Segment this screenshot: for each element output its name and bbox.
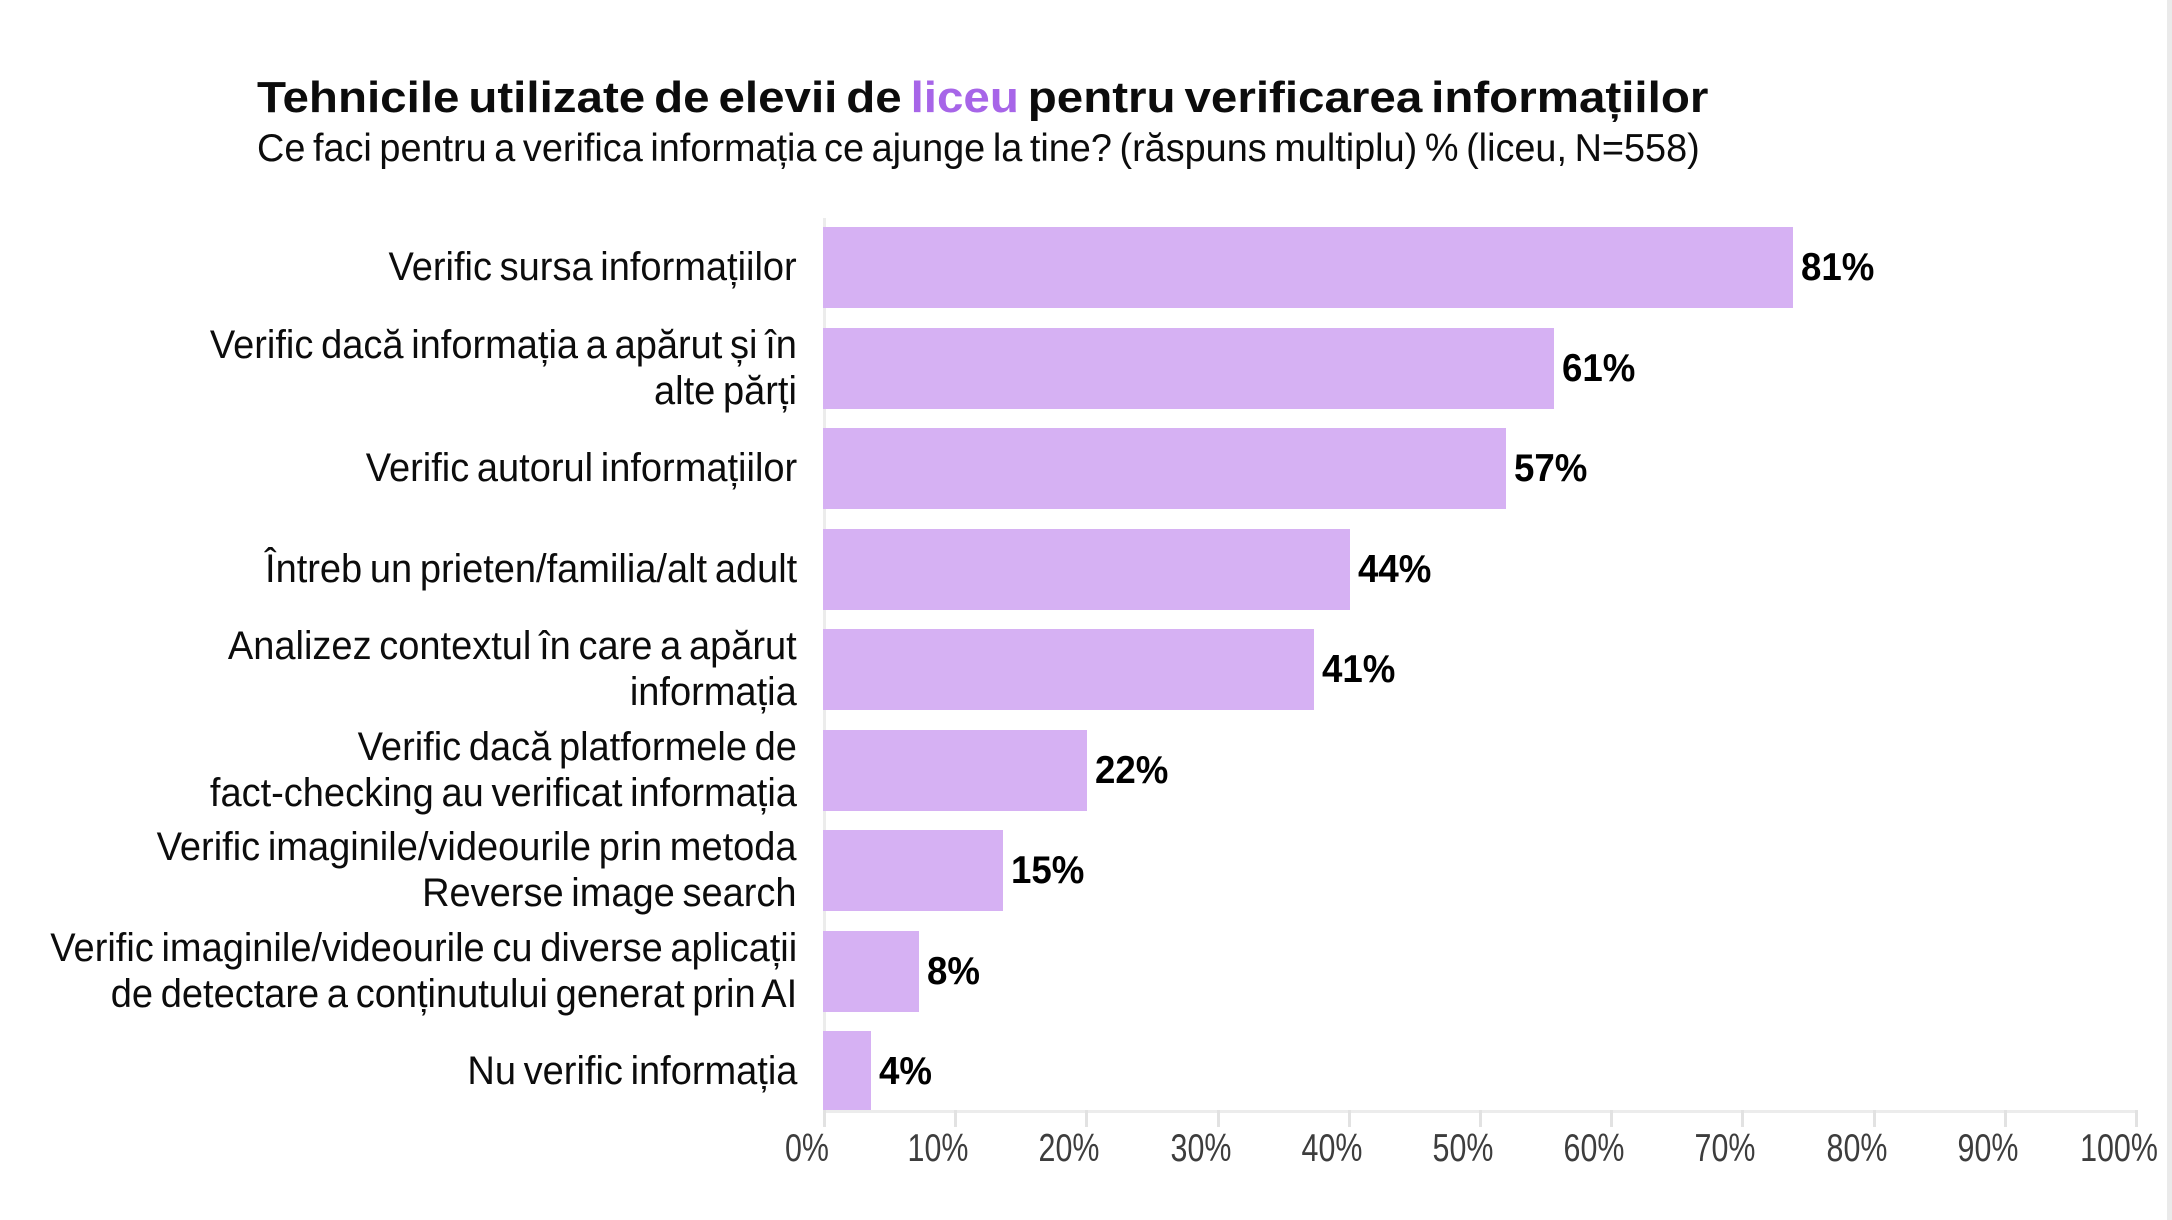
x-axis-tick-label: 90% — [1957, 1127, 2019, 1170]
x-axis-tick — [2135, 1110, 2138, 1127]
x-axis-tick-label: 80% — [1826, 1127, 1888, 1170]
right-edge-divider — [2167, 0, 2172, 1220]
bar — [823, 328, 1554, 409]
x-axis-tick — [1348, 1110, 1351, 1127]
x-axis-tick-label: 40% — [1301, 1127, 1363, 1170]
x-axis-tick — [1085, 1110, 1088, 1127]
value-label: 61% — [1562, 346, 1636, 390]
title-prefix: Tehnicile utilizate de elevii de — [257, 73, 911, 122]
chart-title: Tehnicile utilizate de elevii de liceu p… — [257, 76, 1708, 120]
bar — [823, 629, 1314, 710]
title-suffix: pentru verificarea informațiilor — [1018, 73, 1709, 122]
category-label: Verific autorul informațiilor — [365, 445, 797, 490]
value-label: 22% — [1095, 748, 1169, 792]
x-axis-tick — [1741, 1110, 1744, 1127]
value-label: 8% — [927, 949, 980, 993]
x-axis-tick — [1873, 1110, 1876, 1127]
category-label: Nu verific informația — [466, 1048, 797, 1093]
category-label: Verific dacă informația a apărut și în a… — [210, 323, 797, 413]
x-axis-tick-label: 60% — [1563, 1127, 1625, 1170]
bar — [823, 931, 919, 1012]
bar — [823, 227, 1793, 308]
x-axis-tick — [2004, 1110, 2007, 1127]
category-label: Verific dacă platformele de fact-checkin… — [209, 725, 797, 815]
x-axis-tick-label: 30% — [1170, 1127, 1232, 1170]
bar — [823, 830, 1003, 911]
category-label: Analizez contextul în care a apărut info… — [228, 624, 797, 714]
x-axis-tick — [1610, 1110, 1613, 1127]
value-label: 41% — [1322, 647, 1396, 691]
category-label: Verific imaginile/videourile prin metoda… — [157, 825, 797, 915]
bar — [823, 529, 1350, 610]
value-label: 44% — [1358, 547, 1432, 591]
chart-subtitle: Ce faci pentru a verifica informația ce … — [257, 127, 1700, 170]
x-axis-tick-label: 70% — [1694, 1127, 1756, 1170]
x-axis-tick — [1479, 1110, 1482, 1127]
bar — [823, 730, 1087, 811]
x-axis-tick-label: 0% — [785, 1127, 829, 1170]
x-axis-tick — [954, 1110, 957, 1127]
value-label: 57% — [1514, 446, 1588, 490]
category-label: Verific sursa informațiilor — [388, 244, 797, 289]
x-axis-tick — [1217, 1110, 1220, 1127]
bar — [823, 428, 1506, 509]
value-label: 4% — [879, 1049, 932, 1093]
category-label: Verific imaginile/videourile cu diverse … — [50, 926, 797, 1016]
x-axis-tick — [823, 1110, 826, 1127]
title-highlight: liceu — [910, 73, 1019, 122]
category-label: Întreb un prieten/familia/alt adult — [264, 546, 797, 591]
x-axis-tick-label: 10% — [907, 1127, 969, 1170]
x-axis-tick-label: 100% — [2080, 1127, 2158, 1170]
value-label: 15% — [1011, 848, 1085, 892]
x-axis-tick-label: 50% — [1432, 1127, 1494, 1170]
bar — [823, 1031, 871, 1112]
x-axis-tick-label: 20% — [1038, 1127, 1100, 1170]
value-label: 81% — [1801, 245, 1875, 289]
